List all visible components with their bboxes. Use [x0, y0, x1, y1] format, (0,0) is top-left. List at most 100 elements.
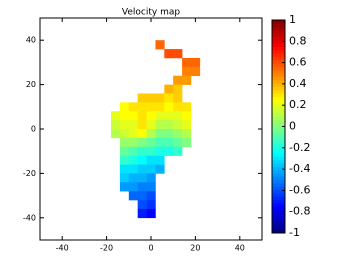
heat-cell — [182, 129, 192, 139]
heat-cell — [155, 93, 165, 103]
heat-cell — [119, 129, 130, 139]
colorbar-step — [272, 189, 285, 194]
heat-cell — [146, 191, 156, 201]
heat-cell — [146, 93, 156, 103]
heat-cell — [182, 120, 192, 130]
colorbar-step — [272, 46, 285, 51]
colorbar-step — [272, 123, 285, 127]
heat-cell — [119, 137, 130, 148]
heat-cell — [137, 129, 147, 139]
heat-cell — [128, 111, 138, 121]
colorbar-step — [272, 213, 285, 217]
colorbar-step — [272, 206, 285, 211]
colorbar-tick-label: 0.6 — [289, 56, 307, 69]
heat-cell — [164, 146, 174, 156]
chart-title: Velocity map — [122, 8, 180, 18]
colorbar-step — [272, 226, 285, 231]
colorbar-tick-label: -1 — [289, 226, 300, 239]
heat-cell — [128, 155, 138, 165]
heat-cell — [119, 111, 130, 121]
colorbar-step — [272, 83, 285, 87]
heat-cell — [128, 102, 138, 112]
heat-cell — [155, 120, 165, 130]
colorbar-step — [272, 23, 285, 28]
colorbar-step — [272, 199, 285, 204]
heat-cell — [137, 111, 147, 121]
colorbar-tick-label: 0.2 — [289, 98, 307, 111]
heat-cell — [119, 146, 130, 156]
heat-cell — [146, 182, 156, 192]
colorbar-step — [272, 159, 285, 164]
heat-cell — [137, 120, 147, 130]
heat-cell — [137, 146, 147, 156]
colorbar-step — [272, 143, 285, 147]
heat-cell — [173, 120, 183, 130]
colorbar-step — [272, 229, 285, 234]
heat-cell — [155, 146, 165, 156]
colorbar-step — [272, 176, 285, 181]
heat-cell — [182, 137, 192, 148]
colorbar-step — [272, 76, 285, 81]
heat-cell — [128, 137, 138, 148]
heat-cell — [164, 111, 174, 121]
heat-cell — [146, 164, 156, 174]
colorbar-step — [272, 196, 285, 201]
heat-cell — [164, 137, 174, 148]
heat-cell — [128, 182, 138, 192]
heat-cell — [119, 102, 130, 112]
heat-cell — [137, 137, 147, 148]
heat-cell — [128, 146, 138, 156]
heat-cell — [111, 111, 121, 121]
x-tick-label: 20 — [190, 244, 200, 253]
heat-cell — [119, 120, 130, 130]
colorbar-step — [272, 99, 285, 104]
colorbar-step — [272, 113, 285, 117]
colorbar-step — [272, 116, 285, 121]
x-tick-label: -20 — [100, 244, 113, 253]
colorbar-tick-label: -0.4 — [289, 162, 310, 175]
colorbar-step — [272, 193, 285, 197]
heat-cell — [146, 102, 156, 112]
colorbar-step — [272, 96, 285, 101]
colorbar-step — [272, 186, 285, 191]
colorbar-step — [272, 129, 285, 134]
colorbar-step — [272, 163, 285, 167]
colorbar-step — [272, 36, 285, 41]
colorbar-step — [272, 216, 285, 221]
colorbar-step — [272, 56, 285, 61]
heat-cell — [146, 173, 156, 183]
heat-cell — [155, 155, 165, 165]
colorbar-step — [272, 136, 285, 141]
heat-cell — [155, 164, 165, 174]
colorbar-step — [272, 39, 285, 44]
heat-cell — [164, 102, 174, 112]
heat-cell — [173, 84, 183, 94]
heat-cell — [164, 84, 174, 94]
heat-cell — [182, 66, 192, 77]
heat-cell — [146, 146, 156, 156]
colorbar-step — [272, 153, 285, 157]
heat-cell — [146, 137, 156, 148]
heat-cell — [146, 208, 156, 219]
heat-cell — [182, 57, 192, 68]
heat-cell — [128, 164, 138, 174]
heat-cell — [190, 66, 201, 77]
colorbar-step — [272, 66, 285, 71]
heat-cell — [146, 111, 156, 121]
heat-cell — [155, 129, 165, 139]
heat-cell — [137, 182, 147, 192]
heat-cell — [119, 155, 130, 165]
colorbar-step — [272, 73, 285, 77]
colorbar-tick-label: 0 — [289, 120, 296, 133]
heat-cell — [164, 120, 174, 130]
heat-cell — [111, 129, 121, 139]
heat-cell — [190, 57, 201, 68]
x-tick-label: -40 — [56, 244, 69, 253]
heat-cell — [137, 208, 147, 219]
colorbar-step — [272, 156, 285, 161]
colorbar-step — [272, 203, 285, 207]
heat-cell — [182, 111, 192, 121]
colorbar-step — [272, 59, 285, 64]
heat-cell — [137, 173, 147, 183]
heat-cell — [146, 155, 156, 165]
